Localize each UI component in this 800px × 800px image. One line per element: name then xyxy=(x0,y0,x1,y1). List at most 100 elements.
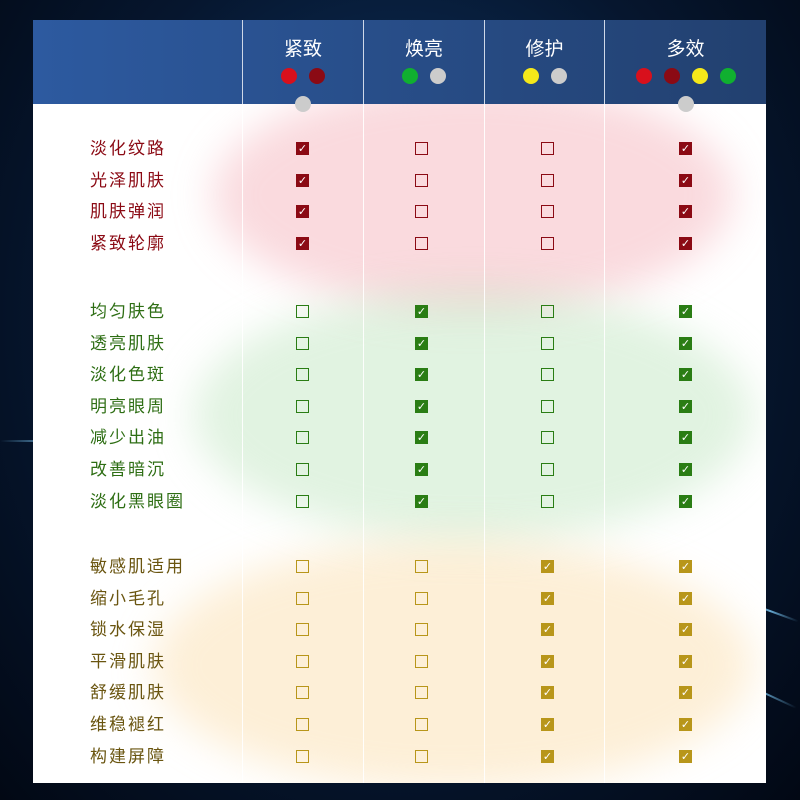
checkbox-unchecked xyxy=(296,494,309,508)
checkbox-unchecked xyxy=(296,399,309,413)
row-label: 敏感肌适用 xyxy=(90,557,185,577)
checkbox-unchecked xyxy=(415,173,428,187)
color-dots xyxy=(485,68,604,84)
checkbox-checked: ✓ xyxy=(679,205,692,219)
checkbox-unchecked xyxy=(296,336,309,350)
column-header-1: 紧致 xyxy=(242,20,363,112)
checkbox-unchecked xyxy=(541,463,554,476)
checkbox-checked: ✓ xyxy=(679,305,692,318)
row-label: 明亮眼周 xyxy=(90,396,166,417)
checkbox-checked: ✓ xyxy=(415,431,428,445)
checkbox-checked: ✓ xyxy=(541,686,554,700)
checkbox-unchecked xyxy=(296,560,309,573)
checkbox-unchecked xyxy=(541,399,554,413)
row-label: 舒缓肌肤 xyxy=(90,683,166,704)
column-title: 紧致 xyxy=(283,38,322,60)
checkbox-unchecked xyxy=(415,654,428,668)
color-dot xyxy=(550,68,567,84)
row-label: 减少出油 xyxy=(90,428,166,449)
color-dots xyxy=(605,68,766,112)
color-dot xyxy=(309,68,325,84)
checkbox-unchecked xyxy=(541,494,554,508)
color-dot xyxy=(691,68,708,84)
color-dot xyxy=(295,96,311,112)
checkbox-unchecked xyxy=(415,142,428,155)
bg-pink xyxy=(213,80,733,310)
color-dots xyxy=(243,68,363,112)
color-dot xyxy=(719,68,736,84)
column-title: 焕亮 xyxy=(404,38,443,60)
checkbox-checked: ✓ xyxy=(296,236,309,250)
checkbox-unchecked xyxy=(541,305,554,318)
bg-yellow xyxy=(153,540,753,783)
checkbox-checked: ✓ xyxy=(679,399,692,413)
row-label: 改善暗沉 xyxy=(90,460,166,480)
checkbox-unchecked xyxy=(415,718,428,731)
row-label: 均匀肤色 xyxy=(90,302,166,322)
checkbox-unchecked xyxy=(541,336,554,350)
row-label: 光泽肌肤 xyxy=(90,170,166,191)
row-label: 维稳褪红 xyxy=(90,715,166,735)
color-dot xyxy=(677,96,694,112)
checkbox-checked: ✓ xyxy=(679,718,692,731)
checkbox-unchecked xyxy=(541,236,554,250)
checkbox-checked: ✓ xyxy=(679,142,692,155)
row-label: 紧致轮廓 xyxy=(90,233,166,254)
checkbox-unchecked xyxy=(541,368,554,382)
checkbox-unchecked xyxy=(296,463,309,476)
checkbox-checked: ✓ xyxy=(541,718,554,731)
checkbox-checked: ✓ xyxy=(679,686,692,700)
checkbox-unchecked xyxy=(415,623,428,637)
color-dot xyxy=(430,68,446,84)
checkbox-checked: ✓ xyxy=(415,399,428,413)
checkbox-unchecked xyxy=(296,591,309,605)
row-label: 淡化色斑 xyxy=(90,365,166,386)
checkbox-checked: ✓ xyxy=(679,494,692,508)
checkbox-unchecked xyxy=(541,173,554,187)
checkbox-unchecked xyxy=(415,560,428,573)
checkbox-unchecked xyxy=(415,236,428,250)
checkbox-unchecked xyxy=(296,623,309,637)
column-title: 多效 xyxy=(666,38,705,60)
color-dot xyxy=(281,68,297,84)
checkbox-unchecked xyxy=(296,431,309,445)
checkbox-unchecked xyxy=(415,749,428,763)
checkbox-checked: ✓ xyxy=(679,173,692,187)
checkbox-checked: ✓ xyxy=(415,305,428,318)
checkbox-checked: ✓ xyxy=(296,205,309,219)
color-dot xyxy=(402,68,418,84)
column-divider xyxy=(604,104,605,783)
checkbox-checked: ✓ xyxy=(679,623,692,637)
checkbox-unchecked xyxy=(296,654,309,668)
comparison-table: 紧致 焕亮 修护 多效 淡化纹路 ✓ ✓ 光泽肌肤 ✓ ✓ 肌肤弹润 ✓ ✓ 紧致轮廓 ✓ ✓ 均匀肤色 ✓ ✓ 透… xyxy=(33,20,766,783)
row-label: 淡化纹路 xyxy=(90,139,166,159)
checkbox-unchecked xyxy=(415,591,428,605)
checkbox-checked: ✓ xyxy=(679,749,692,763)
color-dot xyxy=(663,68,680,84)
checkbox-checked: ✓ xyxy=(415,494,428,508)
row-label: 淡化黑眼圈 xyxy=(90,491,185,512)
column-divider xyxy=(484,104,485,783)
checkbox-checked: ✓ xyxy=(296,173,309,187)
checkbox-checked: ✓ xyxy=(679,431,692,445)
checkbox-checked: ✓ xyxy=(679,591,692,605)
checkbox-checked: ✓ xyxy=(415,463,428,476)
checkbox-checked: ✓ xyxy=(541,623,554,637)
checkbox-unchecked xyxy=(296,305,309,318)
color-dot xyxy=(635,68,652,84)
checkbox-unchecked xyxy=(415,686,428,700)
checkbox-unchecked xyxy=(541,142,554,155)
checkbox-unchecked xyxy=(296,686,309,700)
checkbox-unchecked xyxy=(296,749,309,763)
checkbox-unchecked xyxy=(541,205,554,219)
row-label: 平滑肌肤 xyxy=(90,651,166,672)
column-header-2: 焕亮 xyxy=(363,20,484,104)
row-label: 锁水保湿 xyxy=(90,620,166,641)
row-label: 透亮肌肤 xyxy=(90,333,166,354)
checkbox-checked: ✓ xyxy=(679,336,692,350)
color-dot xyxy=(522,68,539,84)
checkbox-checked: ✓ xyxy=(679,560,692,573)
row-label: 缩小毛孔 xyxy=(90,588,166,609)
checkbox-unchecked xyxy=(541,431,554,445)
column-header-3: 修护 xyxy=(484,20,604,104)
